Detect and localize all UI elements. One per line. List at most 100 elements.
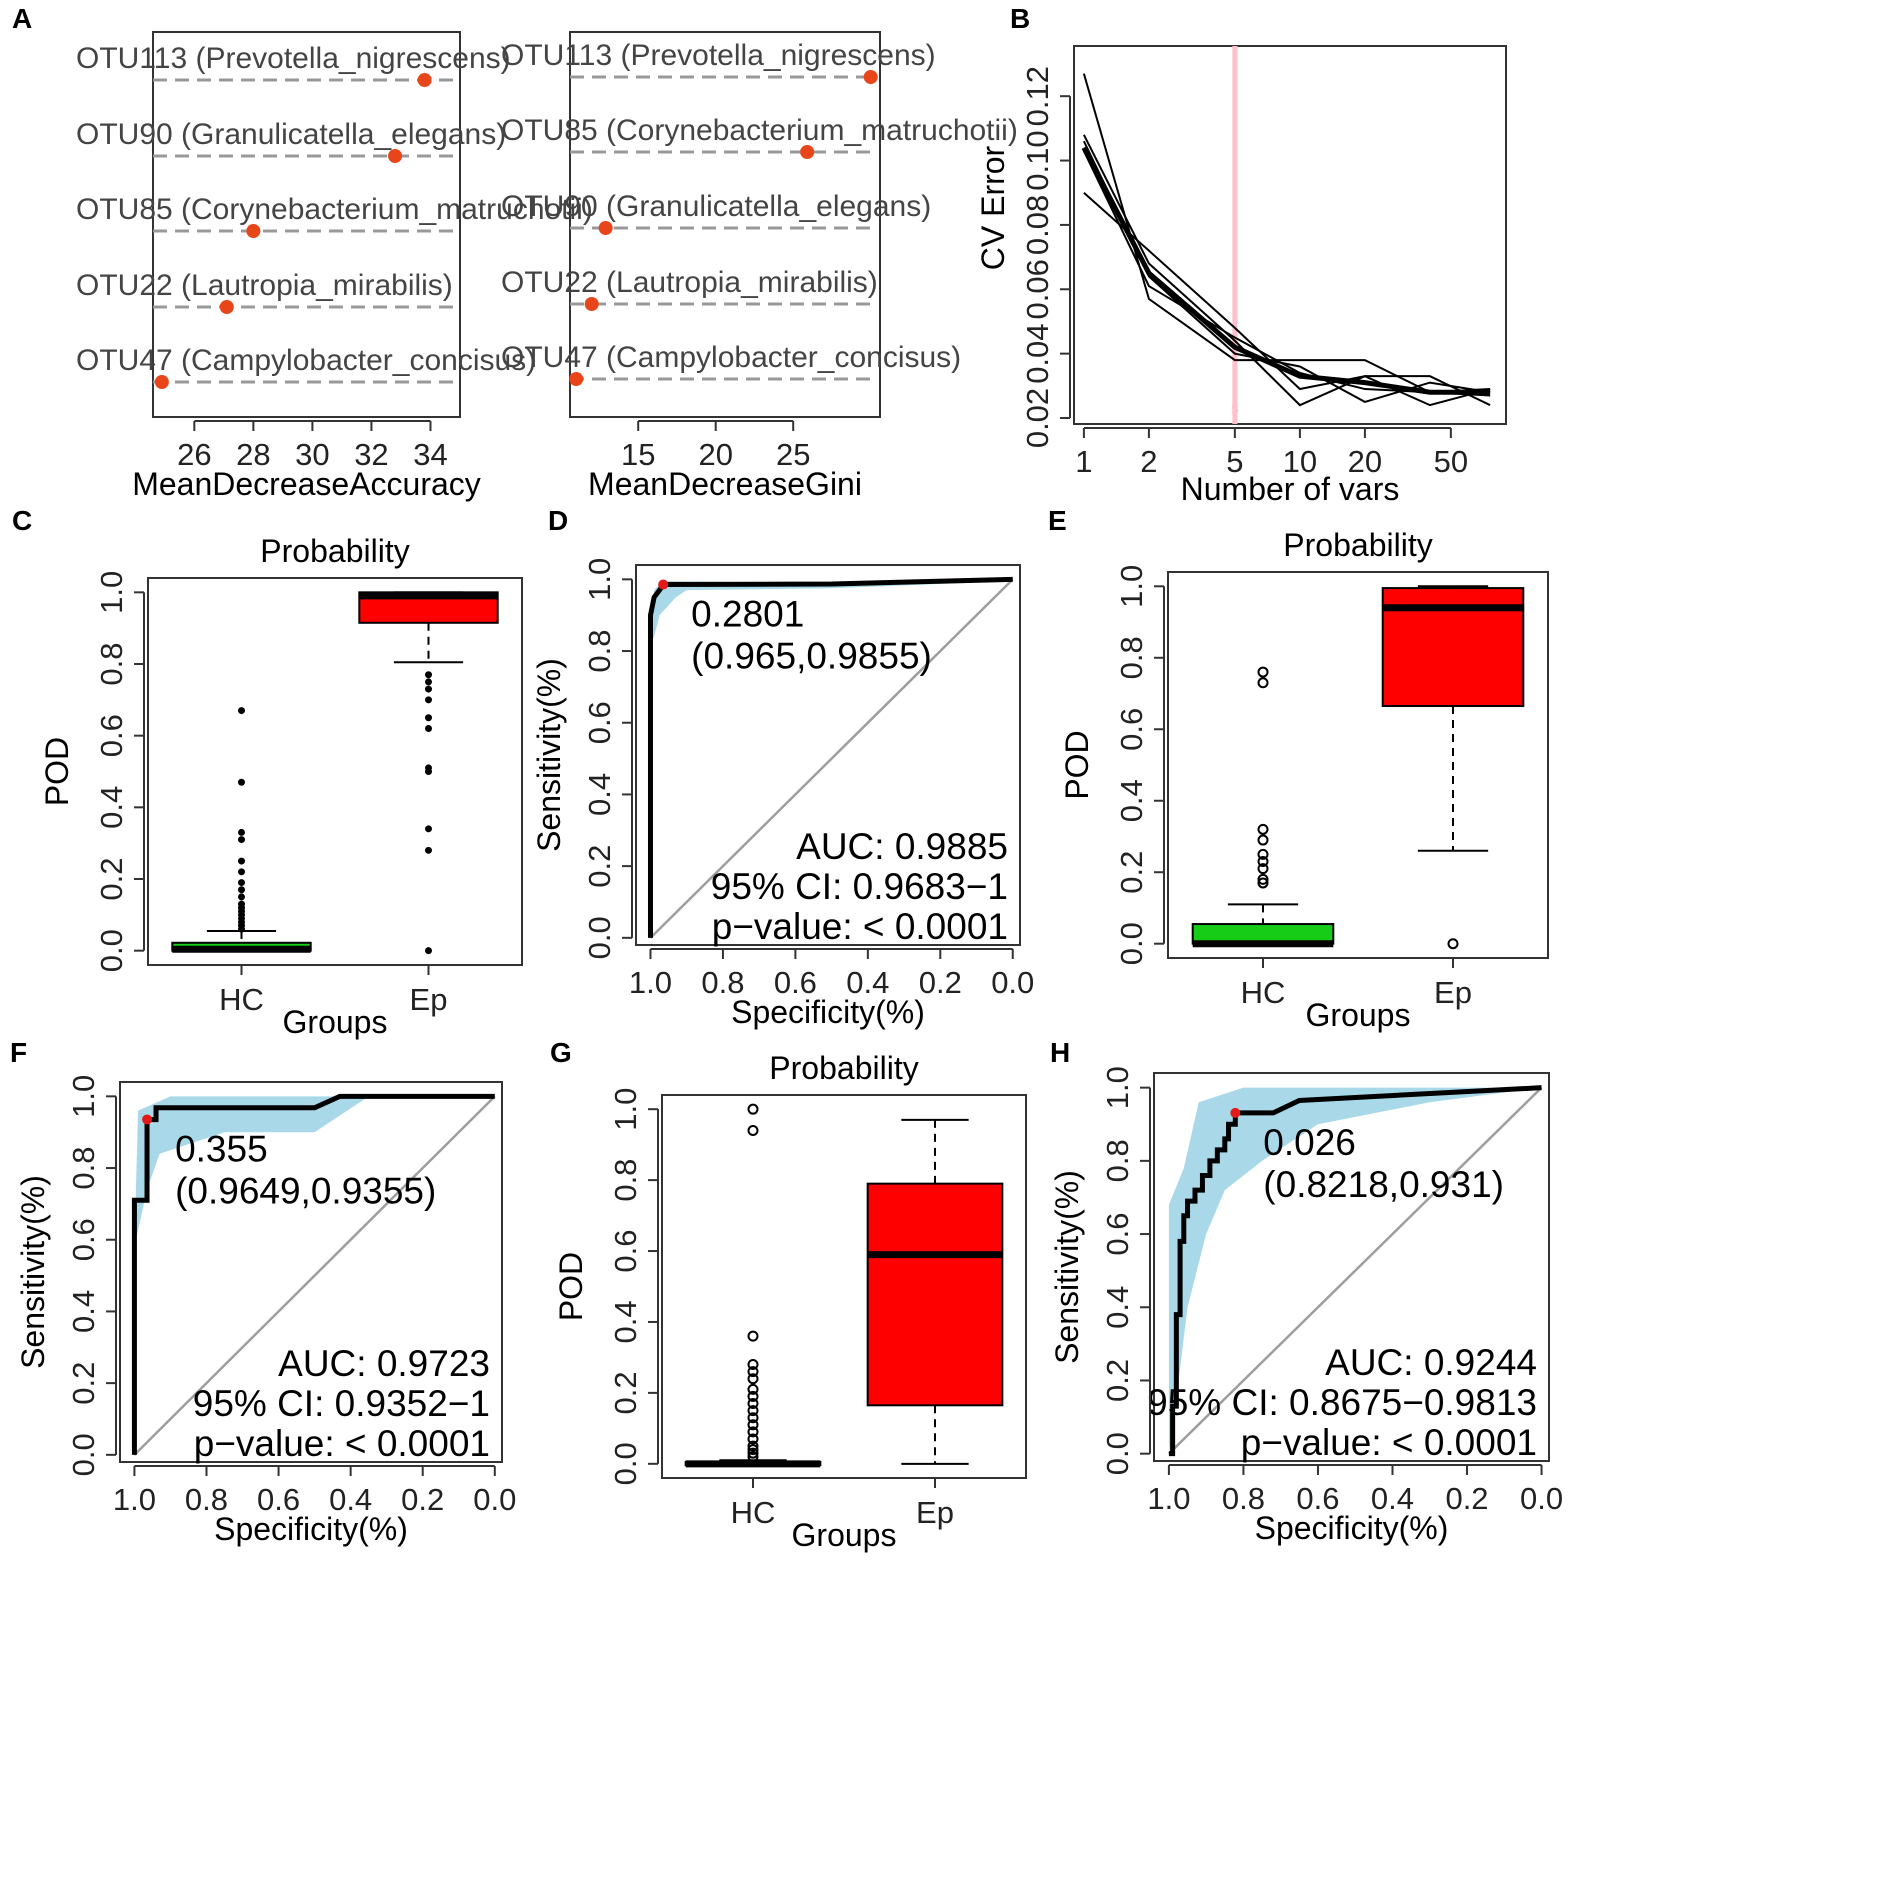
panel-H-y-tick-label: 0.8	[1100, 1139, 1135, 1182]
panel-C-y-tick-label: 0.2	[94, 857, 129, 900]
outlier-point	[238, 868, 245, 876]
panel-letter-C: C	[12, 505, 32, 536]
panel-D-y-tick-label: 0.8	[582, 629, 617, 672]
panel-G-y-tick-label: 0.2	[608, 1371, 643, 1414]
outlier-point	[747, 1426, 759, 1438]
cv-error-fold-line	[1082, 150, 1491, 397]
best-threshold-point	[658, 579, 669, 590]
panel-B-x-tick-label: 5	[1226, 444, 1243, 479]
outlier-point	[425, 846, 432, 854]
importance-dot	[800, 145, 815, 159]
panel-H-x-tick-label: 0.6	[1296, 1481, 1339, 1516]
ci-text: 95% CI: 0.9352−1	[193, 1383, 490, 1424]
panel-letter-H: H	[1050, 1037, 1070, 1068]
panel-G-y-tick-label: 1.0	[608, 1088, 643, 1131]
outlier-point	[238, 707, 245, 715]
threshold-value: 0.2801	[691, 594, 804, 635]
outlier-point	[747, 1359, 759, 1371]
panel-F-y-tick-label: 0.6	[66, 1218, 101, 1261]
cv-error-fold-line	[1083, 191, 1491, 407]
panel-letter-B: B	[1010, 3, 1030, 34]
panel-D-x-tick-label: 0.4	[846, 965, 889, 1000]
panel-B-y-tick-label: 0.04	[1020, 323, 1055, 383]
auc-text: AUC: 0.9885	[796, 826, 1008, 867]
panel-A2-frame	[569, 31, 881, 418]
panel-C-y-tick-label: 0.4	[94, 786, 129, 829]
otu-label: OTU90 (Granulicatella_elegans)	[501, 190, 931, 223]
ci-text: 95% CI: 0.9683−1	[711, 866, 1008, 907]
cv-error-fold-line	[1082, 140, 1491, 403]
panel-F-x-tick-label: 0.2	[401, 1482, 444, 1517]
panel-A2: OTU113 (Prevotella_nigrescens) OTU85 (Cor…	[501, 31, 1018, 502]
outlier-point	[1257, 666, 1269, 678]
panel-G-y-tick-label: 0.6	[608, 1229, 643, 1272]
outlier-point	[1257, 823, 1269, 835]
outlier-point	[238, 900, 245, 908]
outlier-point	[747, 1383, 759, 1395]
panel-B-x-tick-label: 20	[1348, 444, 1382, 479]
y-axis-title: POD	[1059, 730, 1095, 799]
panel-A2-x-tick-label: 15	[621, 437, 655, 472]
panel-D-x-tick-label: 0.6	[774, 965, 817, 1000]
panel-D-x-tick-label: 0.8	[701, 965, 744, 1000]
panel-B-x-tick-label: 1	[1075, 444, 1092, 479]
panel-D-y-tick-label: 0.6	[582, 701, 617, 744]
panel-H-y-tick-label: 1.0	[1100, 1066, 1135, 1109]
panel-letter-D: D	[548, 505, 568, 536]
threshold-coords: (0.9649,0.9355)	[175, 1170, 436, 1211]
panel-G-y-tick-label: 0.0	[608, 1442, 643, 1485]
group-label: Ep	[410, 982, 448, 1017]
box-ep	[866, 1182, 1004, 1407]
y-axis-title: Sensitivity(%)	[15, 1175, 51, 1369]
panel-C-y-tick-label: 0.6	[94, 714, 129, 757]
roc-reference-diagonal	[133, 1095, 496, 1456]
outlier-point	[1257, 856, 1269, 867]
outlier-point	[1257, 677, 1269, 689]
group-label: Ep	[1434, 975, 1472, 1010]
panel-A1-x-tick-label: 32	[354, 437, 388, 472]
panel-H-x-tick-label: 0.2	[1445, 1481, 1488, 1516]
panel-F-y-tick-label: 0.4	[66, 1290, 101, 1333]
panel-H-y-tick-label: 0.0	[1100, 1432, 1135, 1475]
plot-title: Probability	[769, 1050, 918, 1086]
pvalue-text: p−value: < 0.0001	[712, 906, 1008, 947]
outlier-point	[747, 1103, 759, 1115]
outlier-point	[747, 1390, 759, 1402]
threshold-value: 0.026	[1263, 1122, 1356, 1163]
panel-D-x-tick-label: 1.0	[629, 965, 672, 1000]
otu-label: OTU113 (Prevotella_nigrescens)	[76, 42, 511, 75]
pvalue-text: p−value: < 0.0001	[194, 1423, 490, 1464]
panel-B-y-tick-label: 0.02	[1020, 388, 1055, 448]
otu-label: OTU47 (Campylobacter_concisus)	[501, 341, 961, 374]
panel-H-frame	[1153, 1072, 1550, 1462]
panel-E-y-tick-label: 0.4	[1114, 779, 1149, 822]
outlier-point	[238, 778, 245, 786]
panel-B-x-tick-label: 2	[1140, 444, 1157, 479]
outlier-point	[238, 886, 245, 894]
outlier-point	[425, 671, 432, 679]
roc-ci-band	[134, 1096, 495, 1247]
panel-B-x-tick-label: 50	[1434, 444, 1468, 479]
outlier-point	[747, 1366, 759, 1378]
x-axis-title: Specificity(%)	[214, 1511, 408, 1547]
outlier-point	[747, 1433, 759, 1445]
threshold-coords: (0.8218,0.931)	[1263, 1164, 1504, 1205]
outlier-point	[425, 947, 432, 955]
outlier-point	[1257, 873, 1269, 885]
panel-E-y-tick-label: 0.8	[1114, 636, 1149, 679]
y-axis-title: CV Error	[975, 145, 1011, 270]
panel-letter-F: F	[10, 1037, 27, 1068]
panel-A1-x-tick-label: 34	[413, 437, 447, 472]
panel-F-y-tick-label: 0.2	[66, 1362, 101, 1405]
group-label: HC	[731, 1495, 776, 1530]
panel-E-y-tick-label: 1.0	[1114, 565, 1149, 608]
otu-label: OTU113 (Prevotella_nigrescens)	[501, 39, 936, 72]
panel-F-y-tick-label: 0.0	[66, 1433, 101, 1476]
best-threshold-point	[1230, 1107, 1241, 1118]
x-axis-title: Groups	[283, 1004, 388, 1040]
panel-B-frame	[1073, 45, 1507, 425]
outlier-point	[425, 696, 432, 704]
panel-B: 5 1 2 5 10 20 50 0.02 0.04 0.06 0.08 0.10 0.12 Number…	[975, 45, 1507, 507]
panel-E-y-tick-label: 0.2	[1114, 851, 1149, 894]
